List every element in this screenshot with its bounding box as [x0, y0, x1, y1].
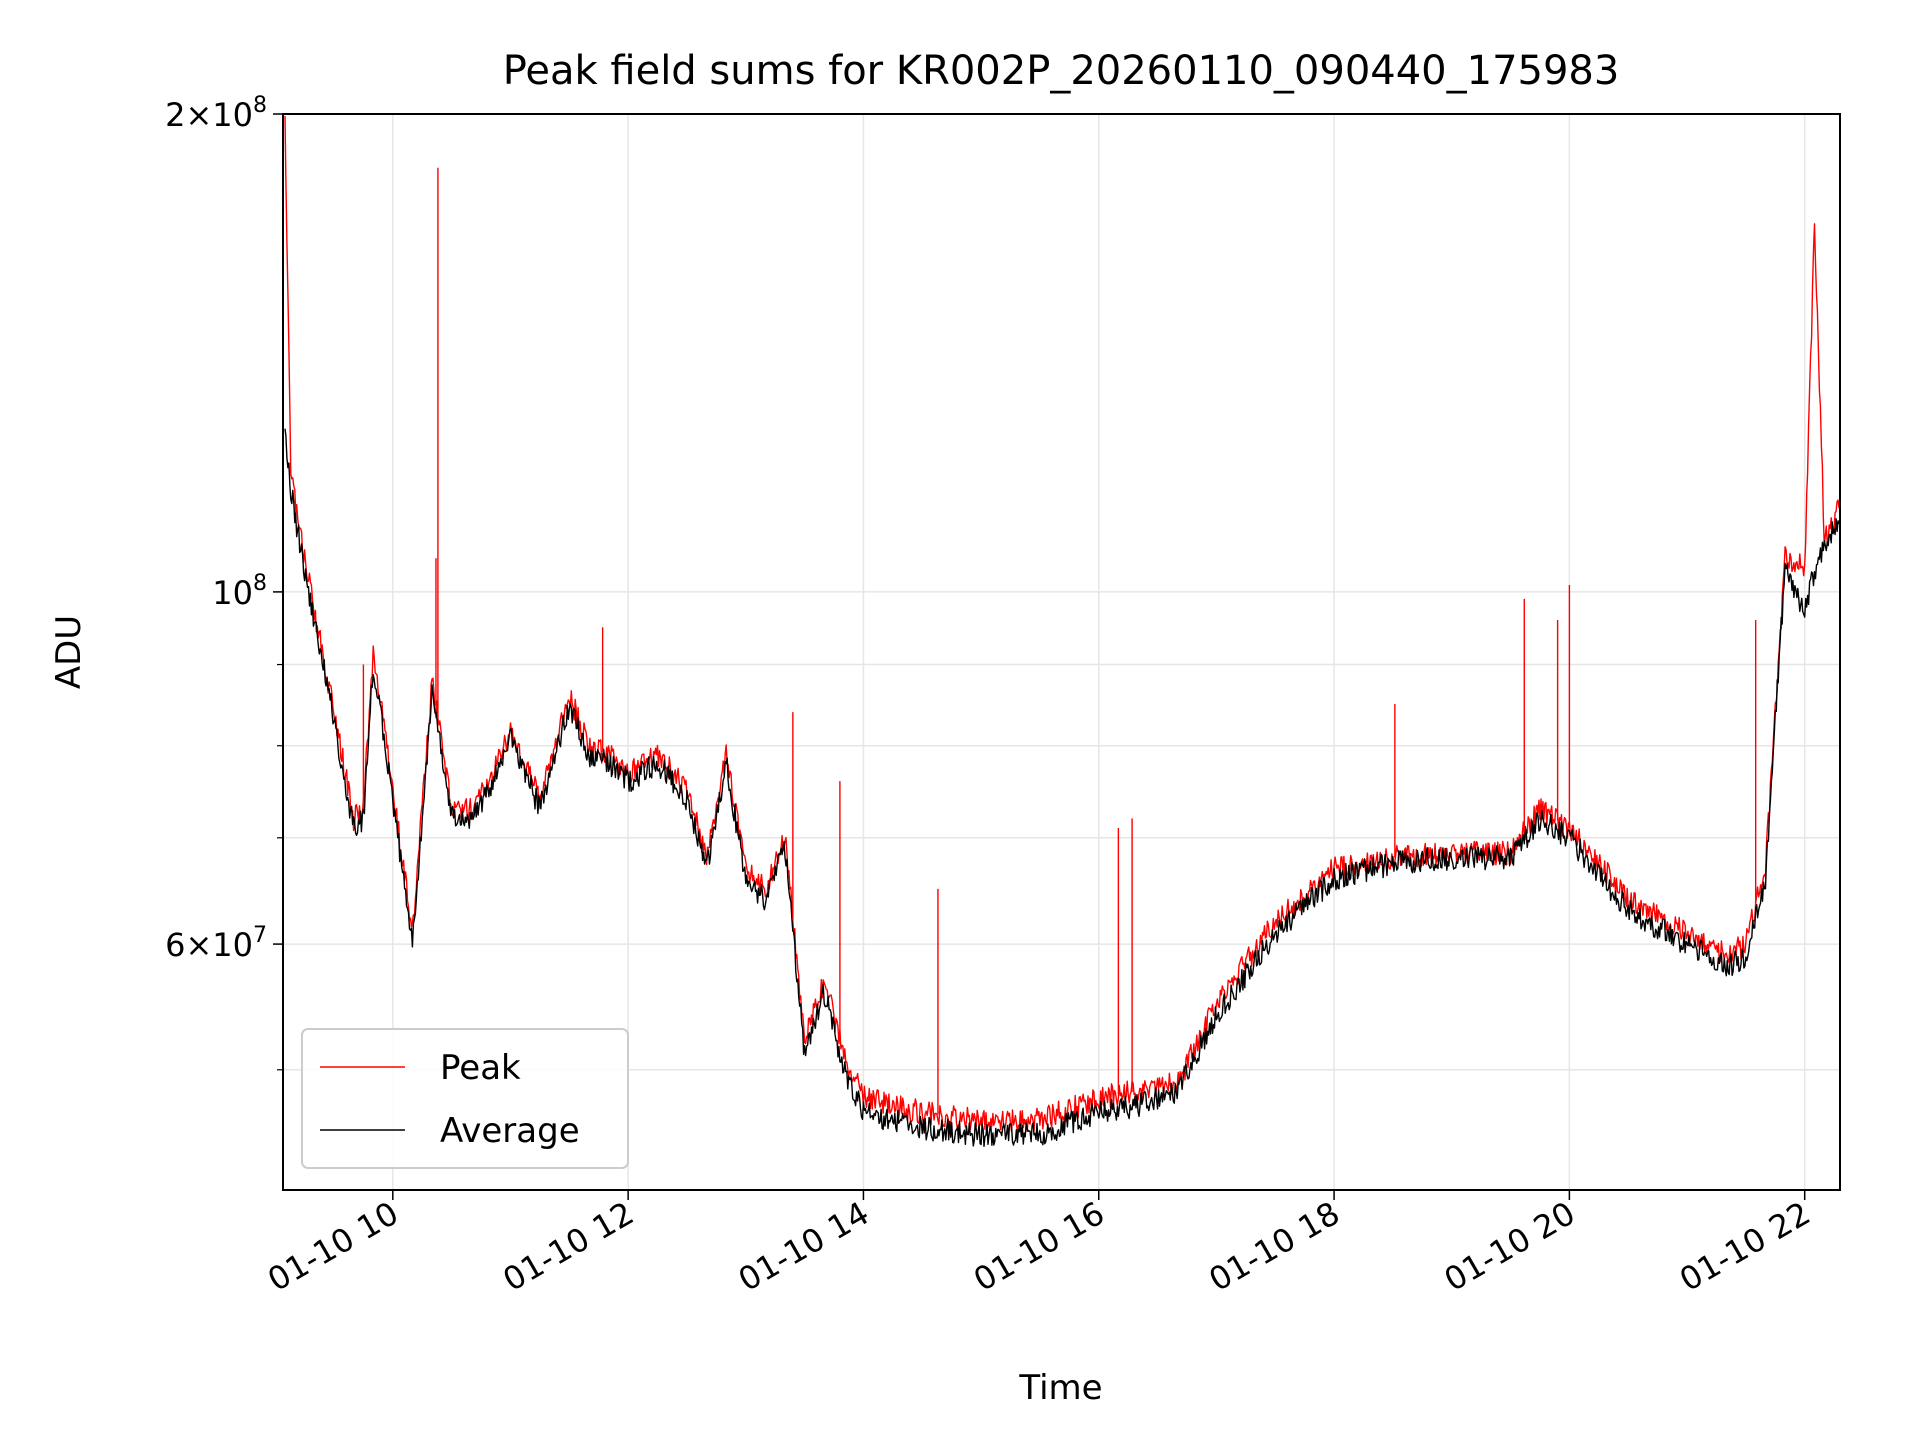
y-tick-label: 6×107	[165, 923, 267, 964]
legend-peak-label: Peak	[440, 1048, 521, 1088]
legend-average-label: Average	[440, 1111, 580, 1151]
y-axis-label: ADU	[49, 615, 89, 689]
chart-title: Peak field sums for KR002P_20260110_0904…	[503, 48, 1620, 94]
series-group	[284, 115, 1841, 1148]
y-axis: 2×108 108 6×107	[165, 93, 283, 1071]
x-axis-label: Time	[1018, 1368, 1102, 1408]
plot-frame	[282, 113, 1841, 1191]
legend-box	[301, 1028, 629, 1169]
legend: Peak Average	[301, 1028, 629, 1169]
y-tick-label: 2×108	[165, 93, 267, 134]
y-tick-label: 108	[212, 571, 267, 612]
average-series-line	[284, 428, 1841, 1148]
